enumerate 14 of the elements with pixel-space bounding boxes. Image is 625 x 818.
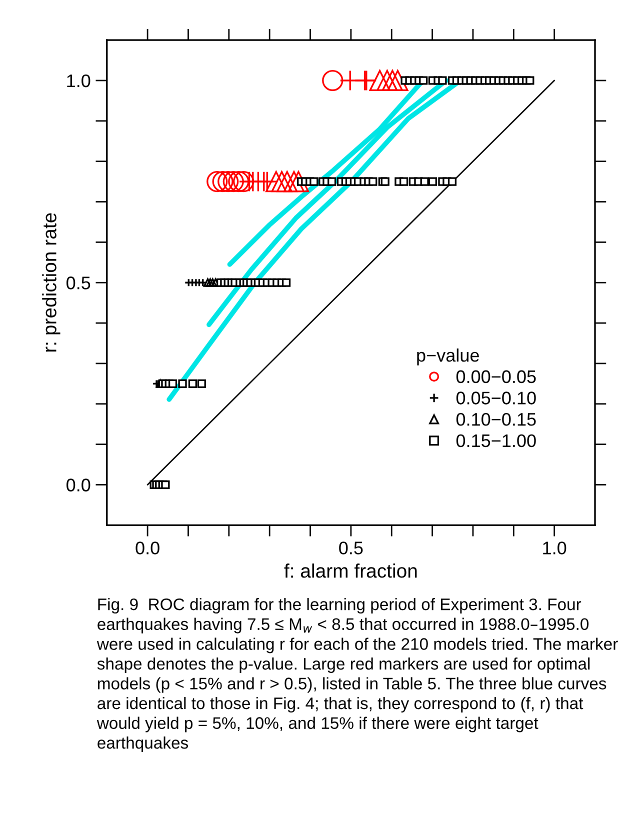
legend-title: p−value [417,348,479,366]
legend-label: 0.10−0.15 [456,413,536,426]
text: Fig. 9 ROC diagram for the learning period of Experiment 3. Four earthquakes having 7.5 ≤ M$_{w}$ < 8.5 that occurred in 1988.0–1995.0 were used in calculating r for each of the 210 models tried. The marker shape denotes the p-value. Large red markers are used for optimal models (p < 15% and r > 0.5), listed in Table 5. The three blue curves are identical to those in Fig. 4; that is, they correspond to (f, r) that would yield p = 5%, 10%, and 15% if there were eight target earthquakes [96,598,618,752]
y-tick-label: 0.5 [66,276,90,290]
y-tick-label: 1.0 [67,74,90,88]
x-tick-label: 0.0 [136,542,160,554]
y-axis-title: r: prediction rate [42,213,60,352]
x-axis-title: f: alarm fraction [284,564,417,578]
y-tick-label: 0.0 [66,478,90,492]
x-tick-label: 1.0 [543,542,566,554]
legend-label: 0.00−0.05 [456,370,536,384]
x-tick-label: 0.5 [339,542,363,554]
legend-label: 0.05−0.10 [456,392,536,404]
legend-label: 0.15−1.00 [456,434,536,448]
